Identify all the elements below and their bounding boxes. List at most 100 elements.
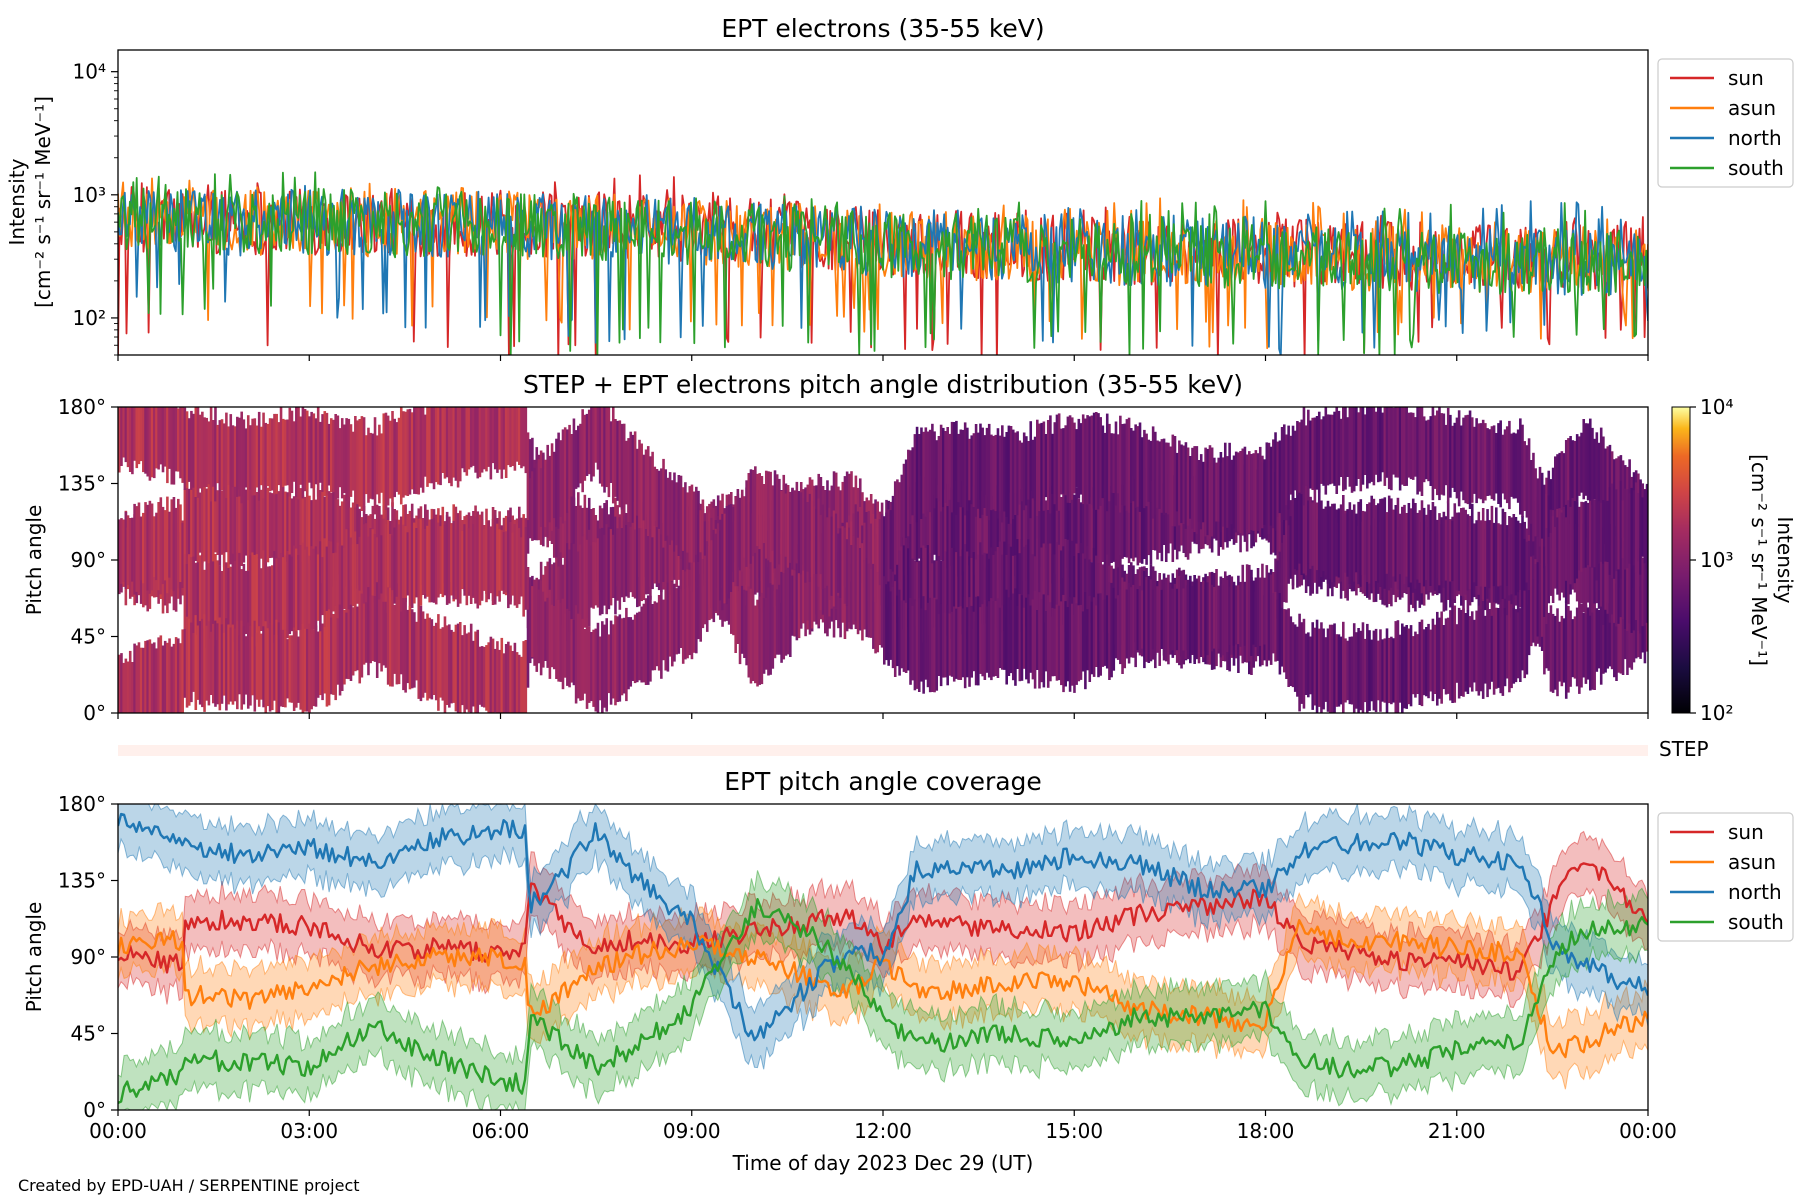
heatmap-cell <box>1344 513 1347 573</box>
heatmap-cell <box>769 518 772 614</box>
heatmap-cell <box>1230 576 1234 655</box>
heatmap-cell <box>378 424 381 504</box>
heatmap-cell <box>950 611 954 677</box>
heatmap-cell <box>1593 499 1596 568</box>
heatmap-cell <box>511 407 515 466</box>
heatmap-cell <box>1164 442 1168 513</box>
heatmap-cell <box>205 550 209 648</box>
heatmap-cell <box>976 432 980 509</box>
heatmap-cell <box>301 495 305 563</box>
heatmap-cell <box>362 524 366 620</box>
heatmap-cell <box>1621 584 1625 675</box>
heatmap-cell <box>183 488 187 565</box>
heatmap-cell <box>122 519 125 582</box>
heatmap-cell <box>1110 486 1113 563</box>
heatmap-cell <box>1300 481 1304 575</box>
heatmap-cell <box>340 501 344 581</box>
heatmap-cell <box>251 636 254 696</box>
heatmap-cell <box>1444 424 1448 486</box>
heatmap-cell <box>559 485 563 558</box>
heatmap-cell <box>382 518 386 616</box>
heatmap-cell <box>1593 591 1596 690</box>
heatmap-cell <box>179 643 182 713</box>
heatmap-cell <box>1514 517 1518 596</box>
heatmap-cell <box>566 429 569 513</box>
heatmap-cell <box>1376 503 1380 583</box>
heatmap-cell <box>614 615 617 706</box>
heatmap-cell <box>1366 407 1369 489</box>
heatmap-cell <box>1086 484 1089 578</box>
heatmap-cell <box>802 498 805 571</box>
heatmap-cell <box>946 483 949 569</box>
heatmap-cell <box>712 529 716 623</box>
heatmap-cell <box>902 600 906 672</box>
pad-y-ticks: 0°45°90°135°180° <box>58 395 118 725</box>
heatmap-cell <box>719 530 722 601</box>
heatmap-cell <box>1228 586 1231 646</box>
heatmap-cell <box>981 604 984 677</box>
heatmap-cell <box>458 516 462 604</box>
heatmap-cell <box>1527 540 1531 624</box>
heatmap-cell <box>1164 577 1168 662</box>
heatmap-cell <box>332 553 335 612</box>
heatmap-cell <box>513 642 517 713</box>
heatmap-cell <box>684 482 687 560</box>
heatmap-cell <box>218 479 222 566</box>
heatmap-cell <box>911 447 914 516</box>
heatmap-cell <box>474 631 477 713</box>
heatmap-cell <box>347 528 351 626</box>
heatmap-cell <box>1143 571 1146 669</box>
heatmap-cell <box>1033 591 1037 689</box>
heatmap-cell <box>793 490 796 570</box>
heatmap-cell <box>1081 553 1085 625</box>
heatmap-cell <box>837 533 840 593</box>
heatmap-cell <box>456 407 460 488</box>
heatmap-cell <box>577 613 580 699</box>
heatmap-cell <box>1014 555 1017 616</box>
heatmap-cell <box>502 532 506 590</box>
heatmap-cell <box>284 555 287 635</box>
heatmap-cell <box>330 492 333 582</box>
heatmap-cell <box>1221 578 1225 656</box>
heatmap-cell <box>974 485 978 575</box>
heatmap-cell <box>1132 430 1135 502</box>
heatmap-cell <box>395 422 399 492</box>
heatmap-cell <box>629 617 633 687</box>
heatmap-cell <box>992 601 995 677</box>
heatmap-cell <box>1337 410 1341 486</box>
heatmap-cell <box>1044 500 1048 569</box>
heatmap-cell <box>1086 609 1089 671</box>
heatmap-cell <box>1381 639 1384 702</box>
heatmap-cell <box>1057 485 1061 584</box>
heatmap-cell <box>688 569 692 656</box>
heatmap-cell <box>1582 612 1586 678</box>
heatmap-cell <box>1258 577 1262 646</box>
heatmap-cell <box>321 484 324 584</box>
heatmap-cell <box>277 422 281 486</box>
heatmap-cell <box>218 420 222 489</box>
heatmap-cell <box>1016 539 1019 632</box>
heatmap-cell <box>629 431 633 523</box>
heatmap-cell <box>668 594 672 657</box>
heatmap-cell <box>297 555 300 631</box>
heatmap-cell <box>1160 439 1164 513</box>
heatmap-cell <box>185 475 189 570</box>
heatmap-cell <box>1031 491 1035 578</box>
heatmap-cell <box>1390 636 1393 705</box>
heatmap-cell <box>236 552 239 651</box>
heatmap-cell <box>146 407 149 477</box>
heatmap-cell <box>931 423 934 517</box>
heatmap-cell <box>1556 454 1559 548</box>
heatmap-cell <box>295 631 298 708</box>
heatmap-cell <box>1457 512 1461 591</box>
heatmap-cell <box>1077 553 1081 622</box>
heatmap-cell <box>966 607 969 678</box>
heatmap-cell <box>1331 503 1334 583</box>
heatmap-cell <box>950 487 954 566</box>
heatmap-cell <box>592 407 595 477</box>
heatmap-cell <box>966 427 969 511</box>
heatmap-cell <box>961 429 965 508</box>
heatmap-cell <box>1092 597 1096 677</box>
heatmap-cell <box>286 639 289 699</box>
heatmap-cell <box>1383 407 1387 486</box>
